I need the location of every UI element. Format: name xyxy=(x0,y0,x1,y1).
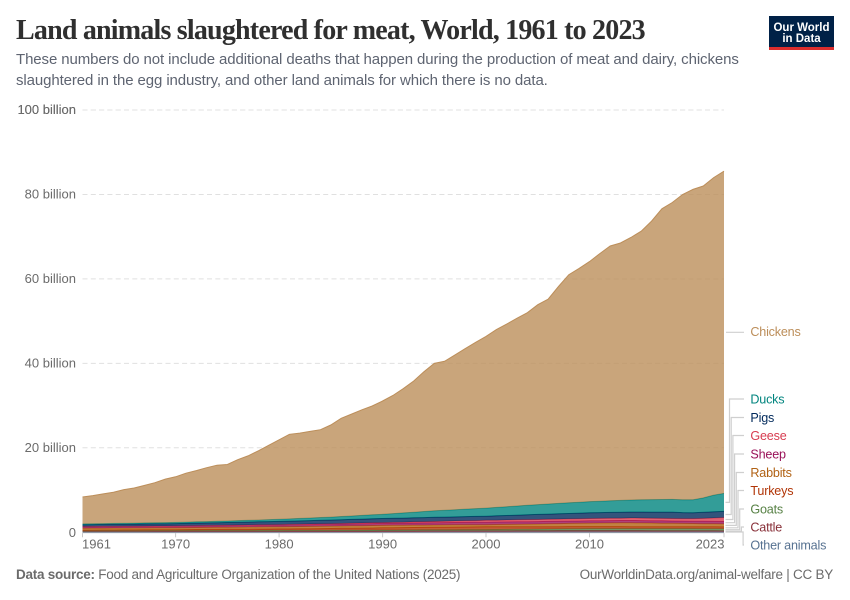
svg-text:Goats: Goats xyxy=(750,503,783,517)
svg-text:1990: 1990 xyxy=(368,536,397,551)
svg-text:2000: 2000 xyxy=(472,536,501,551)
svg-text:Ducks: Ducks xyxy=(750,393,784,407)
svg-text:40 billion: 40 billion xyxy=(25,355,76,370)
svg-text:Sheep: Sheep xyxy=(750,448,786,462)
svg-text:Pigs: Pigs xyxy=(750,411,774,425)
svg-text:60 billion: 60 billion xyxy=(25,271,76,286)
svg-text:2023: 2023 xyxy=(696,536,725,551)
svg-text:Other animals: Other animals xyxy=(750,539,826,553)
svg-text:20 billion: 20 billion xyxy=(25,440,76,455)
svg-text:0: 0 xyxy=(69,525,76,540)
svg-text:80 billion: 80 billion xyxy=(25,187,76,202)
svg-text:1980: 1980 xyxy=(265,536,294,551)
svg-text:Rabbits: Rabbits xyxy=(750,466,791,480)
svg-text:Cattle: Cattle xyxy=(750,521,782,535)
svg-text:2010: 2010 xyxy=(575,536,604,551)
svg-text:1961: 1961 xyxy=(82,536,111,551)
svg-text:100 billion: 100 billion xyxy=(17,102,76,117)
svg-text:Chickens: Chickens xyxy=(750,325,800,339)
svg-text:Geese: Geese xyxy=(750,429,786,443)
svg-text:Turkeys: Turkeys xyxy=(750,484,793,498)
svg-text:1970: 1970 xyxy=(161,536,190,551)
svg-text:100 billion: 100 billion xyxy=(17,102,76,117)
